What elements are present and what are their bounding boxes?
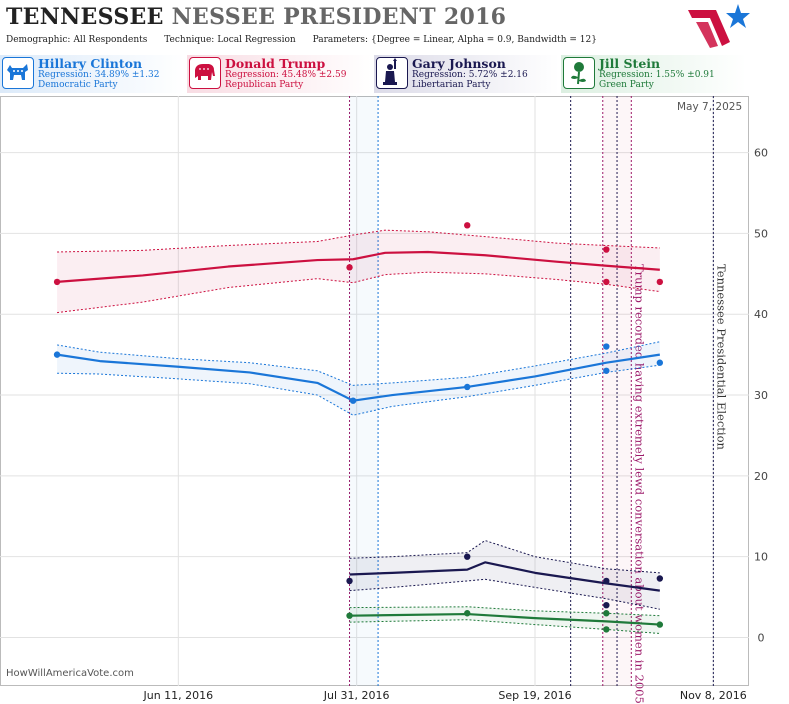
poll-point-clinton [656,359,664,366]
candidate-party: Republican Party [225,80,304,90]
band-upper-trump [57,229,660,253]
poll-point-stein [656,621,664,628]
poll-point-stein [603,626,610,633]
title-state: TENNESSEE [6,4,164,30]
band-lower-stein [349,619,660,634]
candidate-regression: Regression: 5.72% ±2.16 [412,70,528,80]
donkey-icon [2,57,34,89]
x-tick-label: Sep 19, 2016 [498,689,571,702]
y-tick-label: 10 [754,551,768,564]
elephant-icon [189,57,221,89]
site-logo-icon [688,4,750,48]
candidate-party: Green Party [599,80,654,90]
regression-line-stein [349,612,660,626]
candidate-card-clinton[interactable]: Hillary Clinton Regression: 34.89% ±1.32… [0,55,185,93]
candidate-regression: Regression: 1.55% ±0.91 [599,70,715,80]
y-tick-label: 20 [754,470,768,483]
rose-icon [563,57,595,89]
event-label: Trump recorded having extremely lewd con… [632,264,646,704]
poll-point-stein [346,612,353,619]
poll-point-trump [603,278,610,286]
poll-point-trump [346,264,353,271]
poll-point-johnson [603,601,610,609]
poll-point-johnson [346,577,353,585]
candidate-party: Democratic Party [38,80,118,90]
poll-point-johnson [464,553,471,560]
regression-line-trump [56,250,660,283]
band-lower-johnson [349,578,660,610]
x-tick-label: Jun 11, 2016 [142,689,213,702]
y-tick-label: 50 [754,227,768,240]
confidence-band-stein [349,606,660,634]
plot-frame [0,96,749,686]
poll-point-clinton [464,383,471,391]
candidate-name: Jill Stein [599,56,661,71]
x-tick-label: Jul 31, 2016 [323,689,390,702]
confidence-band-johnson [349,540,660,610]
event-band [349,96,379,686]
title-race: NESSEE PRESIDENT 2016 [171,4,507,30]
band-upper-clinton [56,341,660,386]
candidate-regression: Regression: 34.89% ±1.32 [38,70,160,80]
candidate-name: Donald Trump [225,56,326,71]
band-upper-stein [349,606,660,617]
poll-point-clinton [603,367,610,374]
event-band [602,96,632,686]
poll-point-johnson [603,577,610,585]
poll-point-trump [53,278,61,286]
band-lower-trump [57,271,660,314]
candidate-card-stein[interactable]: Jill Stein Regression: 1.55% ±0.91 Green… [561,55,746,93]
parameters-label: Parameters: [312,35,369,45]
poll-point-clinton [603,343,610,350]
poll-point-clinton [349,397,357,404]
candidate-name: Hillary Clinton [38,56,143,71]
page-title: TENNESSEE NESSEE PRESIDENT 2016 [6,4,506,30]
poll-point-trump [656,278,664,286]
y-tick-label: 40 [754,308,768,321]
y-tick-label: 0 [758,632,765,645]
candidate-regression: Regression: 45.48% ±2.59 [225,70,347,80]
chart-datestamp: May 7, 2025 [677,101,743,113]
poll-point-trump [464,222,471,229]
poll-point-clinton [53,351,61,358]
technique-label: Technique: [164,35,215,45]
candidate-card-trump[interactable]: Donald Trump Regression: 45.48% ±2.59 Re… [187,55,372,93]
parameters-value: {Degree = Linear, Alpha = 0.9, Bandwidth… [371,35,597,45]
poll-point-johnson [656,575,664,582]
candidate-card-johnson[interactable]: Gary Johnson Regression: 5.72% ±2.16 Lib… [374,55,559,93]
poll-point-stein [464,610,471,617]
demographic-value: All Respondents [73,35,148,45]
demographic-label: Demographic: [6,35,71,45]
candidate-name: Gary Johnson [412,56,506,71]
event-label: Tennessee Presidential Election [714,264,728,450]
x-tick-label: Nov 8, 2016 [680,689,747,702]
parameters-bar: Demographic: All Respondents Technique: Lo… [6,35,611,45]
confidence-band-trump [57,230,660,313]
statue-of-liberty-icon [376,57,408,89]
y-tick-label: 30 [754,389,768,402]
poll-point-trump [603,246,610,253]
source-credit: HowWillAmericaVote.com [6,668,134,679]
poll-point-stein [603,610,610,617]
band-upper-johnson [349,539,660,574]
candidate-party: Libertarian Party [412,80,491,90]
technique-value: Local Regression [217,35,296,45]
y-tick-label: 60 [754,147,768,160]
